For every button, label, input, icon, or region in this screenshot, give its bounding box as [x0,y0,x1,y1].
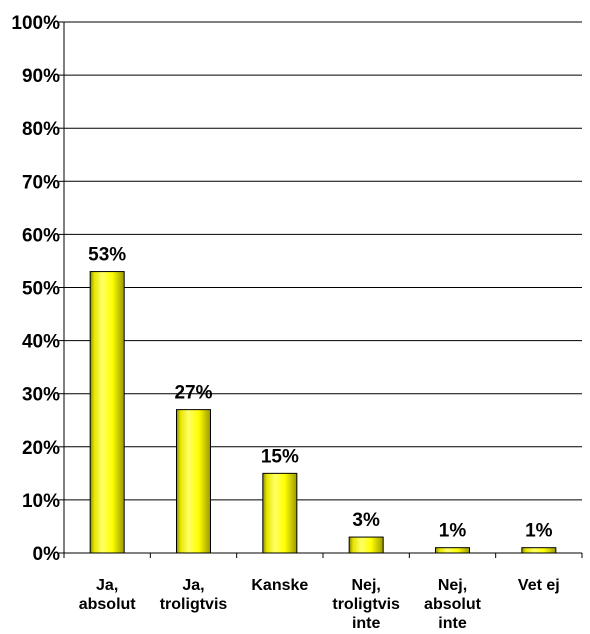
y-tick-label: 40% [22,332,60,353]
x-category-label: Ja, troligtvis [160,577,228,613]
y-tick-label: 50% [22,279,60,300]
data-label: 1% [439,521,467,542]
bar [435,547,470,554]
x-category-label: Vet ej [518,577,560,594]
x-category-label: Nej, absolut inte [424,577,482,632]
data-label: 3% [352,510,380,531]
y-tick-label: 90% [22,66,60,87]
bar [89,271,125,554]
y-tick-label: 20% [22,438,60,459]
y-tick-label: 30% [22,385,60,406]
y-tick-label: 100% [11,13,60,34]
y-tick-label: 70% [22,172,60,193]
x-category-label: Ja, absolut [79,577,137,613]
x-category-label: Kanske [251,577,308,594]
data-label: 53% [88,245,126,266]
y-tick-label: 80% [22,119,60,140]
data-label: 15% [261,446,299,467]
bar [348,536,384,554]
grid-lines [64,21,582,501]
axes [59,21,583,558]
bar [521,547,557,554]
bar [262,472,298,554]
data-label: 27% [174,383,212,404]
labels: 0% 10% 20% 30% 40% 50% 60% 70% 80% 90% 100% 53% Ja, a… [11,13,559,632]
bars [89,271,557,554]
y-tick-label: 10% [22,491,60,512]
bar [176,409,211,554]
data-label: 1% [525,521,553,542]
y-tick-label: 60% [22,225,60,246]
x-category-label: Nej, troligtvis inte [332,577,400,632]
y-tick-label: 0% [33,544,61,565]
